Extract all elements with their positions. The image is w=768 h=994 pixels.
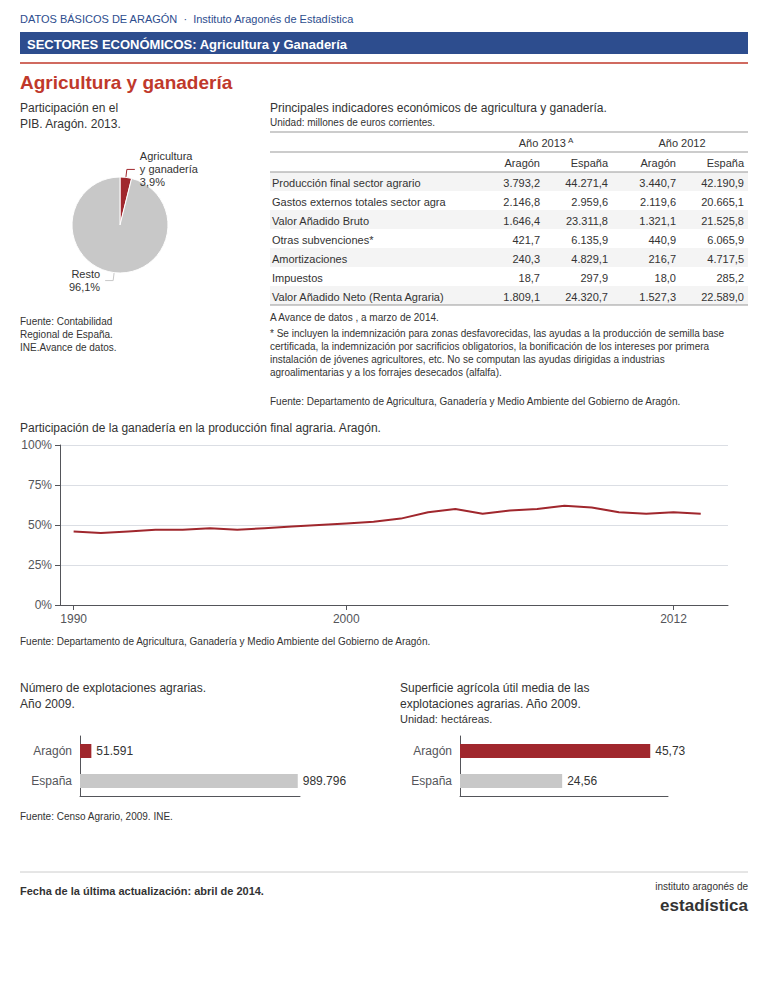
svg-text:España: España	[571, 157, 609, 169]
svg-text:A Avance de datos , a marzo de: A Avance de datos , a marzo de 2014.	[270, 312, 439, 323]
svg-text:1990: 1990	[60, 612, 87, 626]
svg-text:estadística: estadística	[660, 896, 748, 915]
svg-text:Agricultura y ganadería: Agricultura y ganadería	[20, 72, 233, 93]
svg-text:75%: 75%	[28, 478, 52, 492]
svg-text:42.190,9: 42.190,9	[701, 177, 744, 189]
svg-text:Agricultura: Agricultura	[140, 150, 193, 162]
svg-text:Valor Añadido Bruto: Valor Añadido Bruto	[272, 215, 369, 227]
svg-text:440,9: 440,9	[648, 234, 676, 246]
svg-text:INE.Avance de datos.: INE.Avance de datos.	[20, 342, 117, 353]
svg-text:23.311,8: 23.311,8	[566, 215, 608, 227]
svg-text:agroalimentarias y a los forra: agroalimentarias y a los forrajes deseca…	[270, 367, 502, 378]
svg-text:22.589,0: 22.589,0	[701, 291, 744, 303]
svg-text:Año 2012: Año 2012	[658, 137, 705, 149]
svg-text:2.119,6: 2.119,6	[640, 196, 676, 208]
svg-text:421,7: 421,7	[512, 234, 540, 246]
svg-text:25%: 25%	[28, 558, 52, 572]
svg-text:1.809,1: 1.809,1	[503, 291, 540, 303]
svg-text:PIB. Aragón. 2013.: PIB. Aragón. 2013.	[20, 117, 121, 131]
svg-text:2.959,6: 2.959,6	[571, 196, 608, 208]
svg-text:Fuente: Departamento de Agricu: Fuente: Departamento de Agricultura, Gan…	[270, 396, 680, 407]
svg-text:Aragón: Aragón	[505, 157, 540, 169]
svg-text:Producción final sector agrari: Producción final sector agrario	[272, 177, 421, 189]
svg-text:España: España	[31, 774, 72, 788]
svg-text:2000: 2000	[333, 612, 360, 626]
svg-text:Otras subvenciones*: Otras subvenciones*	[272, 234, 374, 246]
svg-text:51.591: 51.591	[96, 744, 133, 758]
svg-text:18,0: 18,0	[655, 272, 676, 284]
svg-text:45,73: 45,73	[655, 744, 685, 758]
svg-text:explotaciones agrarias. Año 20: explotaciones agrarias. Año 2009.	[400, 697, 581, 711]
svg-text:Aragón: Aragón	[641, 157, 676, 169]
svg-text:Amortizaciones: Amortizaciones	[272, 253, 348, 265]
svg-text:Fuente: Departamento de Agricu: Fuente: Departamento de Agricultura, Gan…	[20, 636, 430, 647]
svg-text:instituto aragonés de: instituto aragonés de	[655, 881, 748, 892]
svg-text:DATOS BÁSICOS DE ARAGÓN · In: DATOS BÁSICOS DE ARAGÓN · Instituto Arag…	[20, 13, 354, 25]
svg-text:3,9%: 3,9%	[140, 176, 165, 188]
svg-text:21.525,8: 21.525,8	[701, 215, 744, 227]
svg-text:216,7: 216,7	[648, 253, 676, 265]
svg-text:3.440,7: 3.440,7	[639, 177, 676, 189]
svg-text:Fecha de la última actualizaci: Fecha de la última actualización: abril …	[20, 885, 264, 897]
svg-text:Impuestos: Impuestos	[272, 272, 323, 284]
svg-text:Fuente: Censo Agrario, 2009. I: Fuente: Censo Agrario, 2009. INE.	[20, 811, 173, 822]
svg-text:Aragón: Aragón	[33, 744, 72, 758]
svg-text:6.135,9: 6.135,9	[571, 234, 608, 246]
svg-text:Resto: Resto	[71, 268, 100, 280]
svg-text:989.796: 989.796	[303, 774, 347, 788]
svg-text:0%: 0%	[35, 598, 53, 612]
svg-text:24,56: 24,56	[567, 774, 597, 788]
svg-text:2012: 2012	[660, 612, 687, 626]
svg-text:1.321,1: 1.321,1	[639, 215, 676, 227]
svg-text:2.146,8: 2.146,8	[503, 196, 540, 208]
svg-text:18,7: 18,7	[519, 272, 540, 284]
svg-text:Participación de la ganadería: Participación de la ganadería en la prod…	[20, 421, 381, 435]
svg-text:24.320,7: 24.320,7	[565, 291, 608, 303]
svg-text:3.793,2: 3.793,2	[503, 177, 540, 189]
svg-text:Regional de España.: Regional de España.	[20, 329, 113, 340]
svg-text:4.829,1: 4.829,1	[571, 253, 608, 265]
svg-text:Principales indicadores económ: Principales indicadores económicos de ag…	[270, 101, 607, 115]
svg-text:Aragón: Aragón	[413, 744, 452, 758]
svg-text:Gastos externos totales sector: Gastos externos totales sector agra	[272, 196, 447, 208]
svg-text:Participación en el: Participación en el	[20, 101, 118, 115]
svg-text:Año 2009.: Año 2009.	[20, 697, 75, 711]
svg-text:España: España	[411, 774, 452, 788]
svg-text:Superficie agrícola útil media: Superficie agrícola útil media de las	[400, 681, 589, 695]
svg-text:4.717,5: 4.717,5	[707, 253, 744, 265]
svg-text:SECTORES ECONÓMICOS: Agricultu: SECTORES ECONÓMICOS: Agricultura y Ganad…	[27, 37, 348, 52]
svg-text:instalación de jóvenes agricul: instalación de jóvenes agricultores, etc…	[270, 354, 667, 365]
svg-text:Fuente: Contabilidad: Fuente: Contabilidad	[20, 316, 112, 327]
svg-text:y ganadería: y ganadería	[140, 163, 199, 175]
svg-text:1.646,4: 1.646,4	[503, 215, 540, 227]
svg-text:Unidad: hectáreas.: Unidad: hectáreas.	[400, 713, 492, 725]
svg-text:44.271,4: 44.271,4	[565, 177, 608, 189]
svg-text:6.065,9: 6.065,9	[707, 234, 744, 246]
svg-text:1.527,3: 1.527,3	[639, 291, 676, 303]
svg-text:Unidad: millones de euros corr: Unidad: millones de euros corrientes.	[270, 117, 435, 128]
svg-text:A: A	[568, 136, 574, 145]
svg-text:* Se incluyen la indemnización: * Se incluyen la indemnización para zona…	[270, 328, 727, 339]
svg-text:20.665,1: 20.665,1	[701, 196, 744, 208]
svg-text:Año 2013: Año 2013	[519, 137, 566, 149]
svg-text:Número de explotaciones agrari: Número de explotaciones agrarias.	[20, 681, 206, 695]
svg-text:certificada, la indemnización: certificada, la indemnización por sacrif…	[270, 341, 712, 352]
svg-text:285,2: 285,2	[716, 272, 744, 284]
svg-text:100%: 100%	[21, 438, 52, 452]
svg-text:Valor Añadido Neto (Renta Agra: Valor Añadido Neto (Renta Agraria)	[272, 291, 444, 303]
svg-text:240,3: 240,3	[512, 253, 540, 265]
svg-text:España: España	[707, 157, 745, 169]
svg-text:297,9: 297,9	[580, 272, 608, 284]
svg-text:50%: 50%	[28, 518, 52, 532]
svg-text:96,1%: 96,1%	[69, 281, 100, 293]
